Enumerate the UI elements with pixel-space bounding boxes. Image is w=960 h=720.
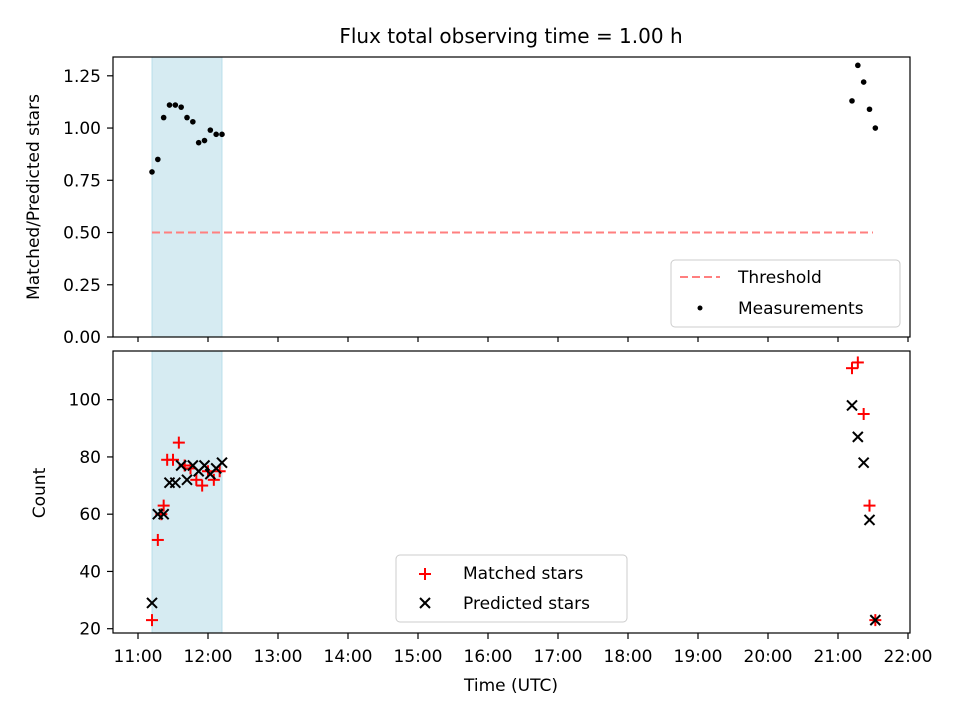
measurement-point [190, 118, 196, 125]
count-y-tick-label: 100 [69, 391, 101, 411]
measurement-point [855, 62, 861, 69]
legend-predicted-swatch [419, 597, 431, 609]
measurement-point [195, 139, 202, 146]
predicted-star-point [869, 614, 882, 626]
measurement-point [872, 125, 879, 131]
legend-measurements-swatch [697, 305, 703, 311]
ratio-y-axis-label: Matched/Predicted stars [24, 94, 44, 300]
measurement-point [219, 131, 225, 138]
predicted-star-point [846, 399, 858, 412]
x-tick-label: 16:00 [464, 647, 513, 667]
matched-star-point [146, 614, 158, 627]
matched-star-point [851, 356, 864, 369]
count-y-tick-label: 20 [79, 620, 101, 640]
predicted-star-point [852, 431, 864, 443]
legend-measurements-label: Measurements [738, 299, 864, 319]
ratio-y-tick-label: 0.00 [63, 328, 101, 348]
matched-star-point [846, 362, 858, 375]
measurement-point [149, 169, 155, 175]
matched-star-point [172, 436, 185, 449]
count-legend: Matched stars Predicted stars [395, 554, 628, 623]
x-tick-label: 13:00 [254, 647, 303, 667]
measurement-point [849, 98, 855, 104]
measurement-point [184, 114, 190, 121]
predicted-star-point [863, 514, 876, 526]
measurement-point [201, 137, 208, 144]
predicted-star-point [146, 597, 158, 609]
measurement-point [166, 102, 173, 108]
predicted-star-point [169, 476, 182, 489]
count-legend-box [395, 554, 628, 623]
predicted-star-point [175, 459, 187, 472]
ratio-y-tick-label: 1.00 [63, 119, 101, 139]
figure-title: Flux total observing time = 1.00 h [339, 24, 682, 48]
x-tick-label: 11:00 [114, 647, 163, 667]
count-panel: 20 40 60 80 100 11:00 12:00 13:00 14:00 15:00 16:… [30, 350, 933, 696]
matched-star-point [167, 453, 179, 466]
x-tick-label: 18:00 [604, 647, 653, 667]
matched-star-point [190, 473, 203, 486]
matched-star-point [207, 473, 220, 486]
ratio-legend: Threshold Measurements [670, 259, 901, 328]
predicted-star-point [857, 456, 870, 469]
measurement-point [866, 106, 873, 113]
count-shaded-window [151, 350, 223, 634]
matched-star-point [857, 407, 870, 420]
measurement-point [178, 104, 184, 110]
legend-matched-label: Matched stars [463, 564, 583, 584]
x-tick-label: 14:00 [324, 647, 373, 667]
x-tick-label: 19:00 [674, 647, 723, 667]
ratio-panel: 0.00 0.25 0.50 0.75 1.00 1.25 Matched/Predict… [24, 56, 911, 348]
x-tick-label: 12:00 [184, 647, 233, 667]
measurement-point [160, 114, 167, 121]
legend-threshold-label: Threshold [737, 268, 822, 288]
predicted-star-point [216, 456, 228, 469]
ratio-y-tick-label: 0.25 [63, 276, 101, 296]
measurement-point [172, 102, 179, 108]
measurement-point [213, 131, 219, 138]
ratio-y-tick-label: 0.75 [63, 171, 101, 191]
x-tick-label: 22:00 [884, 647, 933, 667]
measurement-point [207, 127, 214, 133]
count-y-tick-label: 40 [79, 562, 101, 582]
ratio-y-tick-label: 0.50 [63, 224, 101, 244]
matched-star-point [157, 499, 170, 512]
ratio-y-tick-label: 1.25 [63, 67, 101, 87]
x-tick-label: 15:00 [394, 647, 443, 667]
count-y-tick-label: 80 [79, 448, 101, 468]
legend-matched-swatch [419, 568, 431, 580]
measurement-point [860, 79, 867, 85]
count-plot-frame [112, 350, 911, 634]
ratio-legend-box [670, 259, 901, 328]
predicted-star-point [181, 474, 193, 486]
x-tick-label: 21:00 [814, 647, 863, 667]
count-y-axis-label: Count [30, 467, 50, 518]
x-tick-label: 17:00 [534, 647, 583, 667]
matched-star-point [151, 533, 164, 546]
matched-star-point [863, 499, 876, 512]
ratio-plot-frame [112, 56, 911, 338]
matched-star-point [196, 479, 209, 492]
legend-predicted-label: Predicted stars [463, 594, 590, 614]
measurement-point [155, 156, 161, 163]
x-axis-label: Time (UTC) [463, 676, 558, 696]
ratio-shaded-window [151, 56, 223, 338]
predicted-star-point [198, 459, 211, 472]
predicted-star-point [157, 508, 170, 520]
x-tick-label: 20:00 [744, 647, 793, 667]
count-y-tick-label: 60 [79, 505, 101, 525]
